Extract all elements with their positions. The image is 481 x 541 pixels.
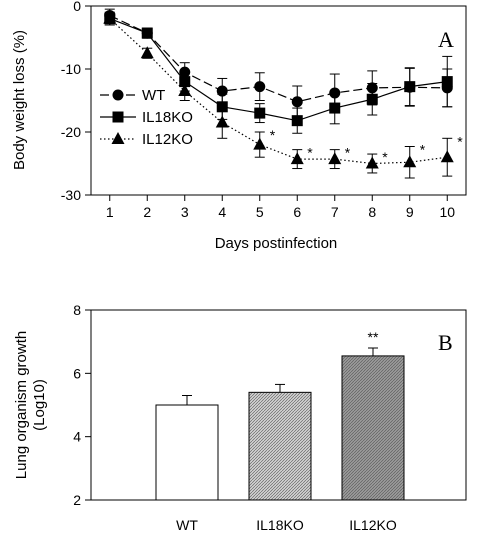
panel-a-line-chart: A Body weight loss (%) Days postinfectio…	[11, 0, 467, 252]
data-point-il12ko	[140, 46, 154, 59]
panel-a-legend: WT IL18KO IL12KO	[100, 87, 193, 148]
panel-a-axes-ticks: 1 2 3 4 5 6 7 8 9 10 0 -10 -20 -30	[61, 0, 455, 220]
data-point-il12ko	[253, 137, 267, 150]
panel-b-y-tick-label: 2	[73, 492, 81, 508]
panel-b-axes-ticks: 2 4 6 8	[73, 302, 91, 508]
panel-b-y-axis-label-line2: (Log10)	[31, 379, 48, 431]
data-point-il18ko	[329, 102, 341, 114]
panel-b-y-tick-label: 8	[73, 302, 81, 318]
panel-a-x-tick-label: 2	[143, 204, 151, 220]
legend-label-il12ko: IL12KO	[142, 131, 193, 148]
data-point-il12ko	[328, 152, 342, 165]
significance-star: *	[345, 145, 351, 161]
panel-a-significance-marks: * * * * * *	[270, 127, 464, 165]
legend-label-wt: WT	[142, 87, 165, 104]
panel-b-category-label-il18ko: IL18KO	[256, 517, 304, 533]
panel-a-x-tick-label: 5	[256, 204, 264, 220]
panel-b-y-tick-label: 4	[73, 429, 81, 445]
panel-a-y-tick-label: -20	[61, 124, 81, 140]
panel-a-x-tick-label: 3	[181, 204, 189, 220]
legend-marker-il18ko	[112, 111, 124, 123]
panel-b-letter: B	[438, 330, 453, 355]
data-point-wt	[291, 96, 303, 108]
panel-a-letter: A	[438, 27, 454, 52]
data-point-il18ko	[404, 81, 416, 93]
panel-b-y-axis-label-line1: Lung organism growth	[13, 331, 30, 479]
significance-star: *	[307, 145, 313, 161]
data-point-wt	[254, 81, 266, 93]
panel-a-series	[103, 8, 454, 179]
data-point-il18ko	[441, 76, 453, 88]
panel-a-y-tick-label: -10	[61, 61, 81, 77]
series-line-il18ko	[109, 18, 448, 122]
panel-b-significance-mark: **	[368, 329, 379, 345]
panel-a-x-tick-label: 1	[106, 204, 114, 220]
panel-b-y-tick-label: 6	[73, 365, 81, 381]
data-point-il12ko	[403, 155, 417, 168]
bar-wt	[155, 404, 219, 501]
data-point-il12ko	[290, 152, 304, 165]
panel-a-y-axis-label: Body weight loss (%)	[11, 30, 28, 170]
series-line-il12ko	[109, 18, 448, 165]
data-point-il18ko	[254, 107, 266, 119]
significance-star: *	[382, 149, 388, 165]
panel-a-y-tick-label: -30	[61, 187, 81, 203]
panel-a-x-tick-label: 7	[331, 204, 339, 220]
panel-a-x-axis-label: Days postinfection	[215, 235, 338, 252]
data-point-il18ko	[141, 27, 153, 39]
panel-a-x-tick-label: 6	[293, 204, 301, 220]
legend-label-il18ko: IL18KO	[142, 109, 193, 126]
panel-a-x-tick-label: 9	[406, 204, 414, 220]
series-il12ko	[103, 11, 454, 179]
bar-il12ko	[341, 355, 405, 501]
panel-a-x-tick-label: 4	[218, 204, 226, 220]
panel-b-bars: WT IL18KO IL12KO **	[155, 329, 405, 533]
panel-b-bar-chart: B Lung organism growth (Log10) 2 4 6 8 WT IL…	[13, 302, 467, 533]
data-point-il12ko	[365, 156, 379, 169]
data-point-il12ko	[178, 84, 192, 97]
legend-marker-wt	[112, 89, 124, 101]
panel-b-category-label-il12ko: IL12KO	[349, 517, 397, 533]
panel-b-category-label-wt: WT	[176, 517, 198, 533]
data-point-il12ko	[215, 115, 229, 128]
significance-star: *	[270, 127, 276, 143]
data-point-il18ko	[291, 115, 303, 127]
panel-a-plot-frame	[90, 5, 467, 196]
significance-star: *	[457, 133, 463, 149]
bar-il18ko	[248, 391, 312, 501]
panel-a-x-tick-label: 8	[368, 204, 376, 220]
data-point-il12ko	[440, 150, 454, 163]
panel-a-y-tick-label: 0	[73, 0, 81, 14]
series-line-wt	[109, 14, 448, 103]
significance-star: *	[420, 141, 426, 157]
legend-marker-il12ko	[111, 132, 125, 144]
panel-a-x-tick-label: 10	[439, 204, 455, 220]
data-point-il18ko	[366, 93, 378, 105]
data-point-il12ko	[103, 11, 117, 24]
